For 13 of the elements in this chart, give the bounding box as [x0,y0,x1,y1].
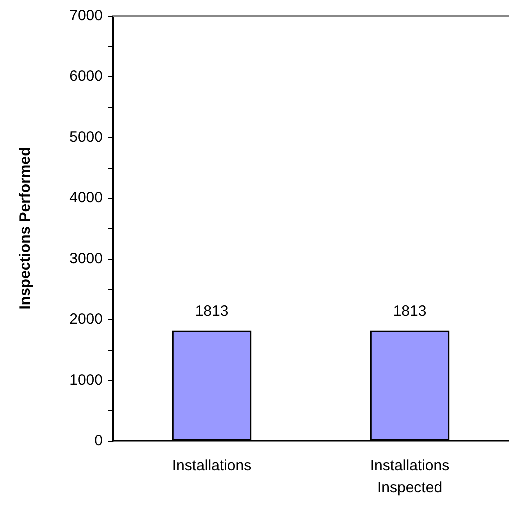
y-tick-label: 4000 [70,190,103,207]
x-tick-label: Installations Inspected [370,458,450,496]
y-axis-title: Inspections Performed [17,147,34,310]
y-tick-label: 7000 [70,8,103,24]
x-tick-label: Installations [172,458,252,474]
y-tick-label: 2000 [70,311,103,328]
y-tick-label: 3000 [70,250,103,268]
y-tick-label: 0 [94,432,103,450]
data-label: 1813 [195,302,229,320]
y-tick-label: 5000 [70,128,103,146]
data-label: 1813 [393,302,427,320]
y-tick-label: 6000 [70,68,103,86]
y-tick-label: 1000 [70,372,103,389]
